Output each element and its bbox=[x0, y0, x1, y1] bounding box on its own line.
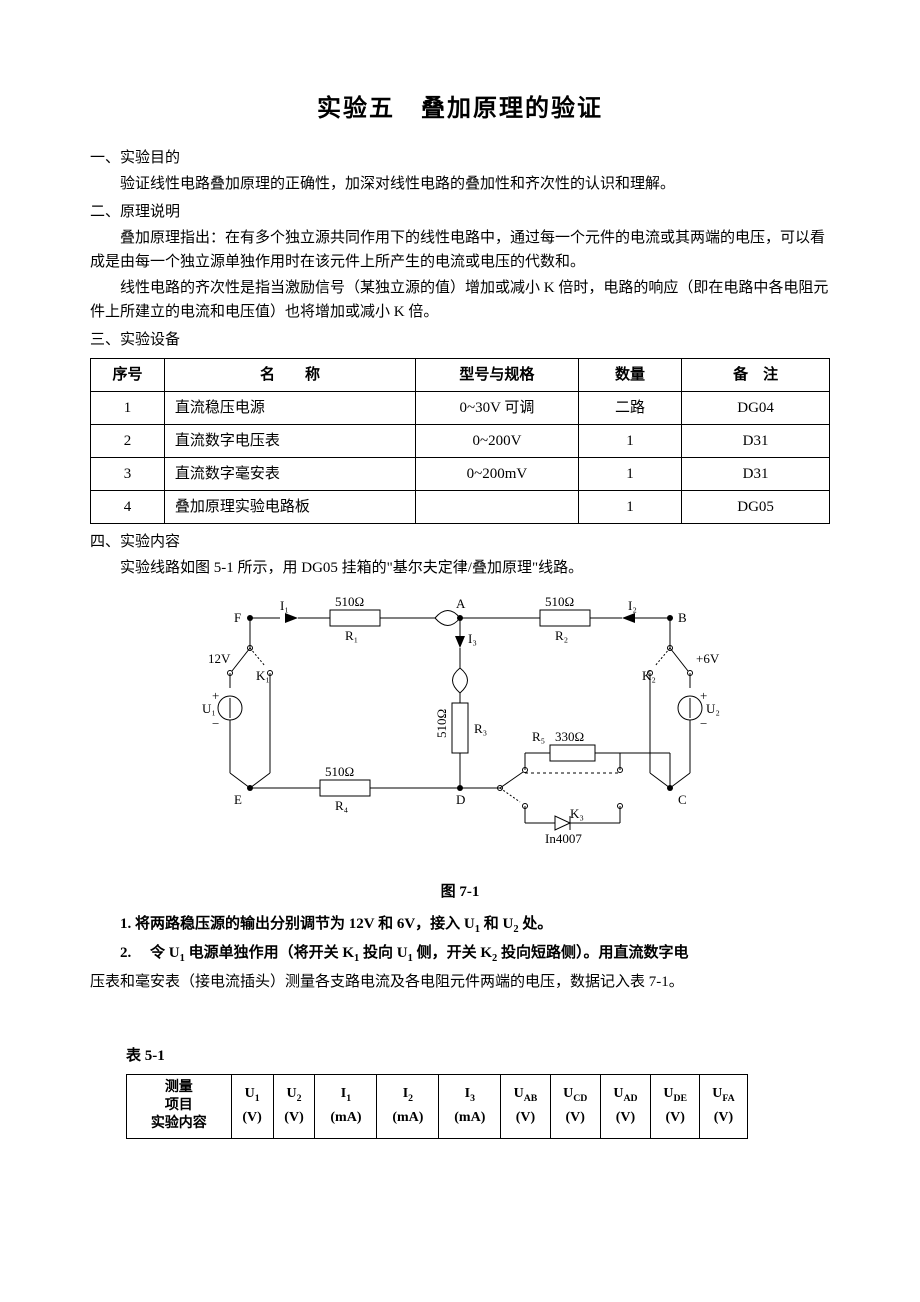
figure-caption: 图 7-1 bbox=[90, 880, 830, 904]
svg-text:U₁: U₁ bbox=[202, 701, 216, 716]
equip-cell: 叠加原理实验电路板 bbox=[164, 491, 415, 524]
s2a: 2. 令 U bbox=[120, 945, 180, 961]
equip-cell: 0~200mV bbox=[416, 458, 579, 491]
equip-cell: DG05 bbox=[682, 491, 830, 524]
step1-pre: 1. 将两路稳压源的输出分别调节为 12V 和 6V，接入 U bbox=[120, 916, 475, 932]
sec4-head: 四、实验内容 bbox=[90, 530, 830, 554]
s2b: 电源单独作用（将开关 K bbox=[185, 945, 354, 961]
equip-cell: 直流稳压电源 bbox=[164, 392, 415, 425]
sec1-p1: 验证线性电路叠加原理的正确性，加深对线性电路的叠加性和齐次性的认识和理解。 bbox=[90, 172, 830, 196]
meas-colhead: U2(V) bbox=[273, 1074, 315, 1138]
equip-header: 序号 bbox=[91, 359, 165, 392]
svg-text:330Ω: 330Ω bbox=[555, 729, 584, 744]
sec4-p1: 实验线路如图 5-1 所示，用 DG05 挂箱的"基尔夫定律/叠加原理"线路。 bbox=[90, 556, 830, 580]
equip-cell: 0~200V bbox=[416, 425, 579, 458]
svg-text:R₄: R₄ bbox=[335, 798, 349, 813]
equip-header: 名 称 bbox=[164, 359, 415, 392]
equip-cell: 1 bbox=[578, 491, 681, 524]
equip-cell: D31 bbox=[682, 458, 830, 491]
meas-rowhead: 测量项目实验内容 bbox=[127, 1074, 232, 1138]
equip-cell: 2 bbox=[91, 425, 165, 458]
measurement-table: 测量项目实验内容U1(V)U2(V)I1(mA)I2(mA)I3(mA)UAB(… bbox=[126, 1074, 748, 1139]
equipment-table: 序号名 称型号与规格数量备 注1直流稳压电源0~30V 可调二路DG042直流数… bbox=[90, 358, 830, 524]
meas-colhead: UDE(V) bbox=[651, 1074, 700, 1138]
sec2-head: 二、原理说明 bbox=[90, 200, 830, 224]
equip-cell: 直流数字电压表 bbox=[164, 425, 415, 458]
svg-text:510Ω: 510Ω bbox=[325, 764, 354, 779]
meas-colhead: UCD(V) bbox=[550, 1074, 600, 1138]
svg-text:R₃: R₃ bbox=[474, 721, 487, 736]
svg-text:C: C bbox=[678, 792, 687, 807]
equip-cell: 二路 bbox=[578, 392, 681, 425]
meas-colhead: UAD(V) bbox=[600, 1074, 650, 1138]
sec3-head: 三、实验设备 bbox=[90, 328, 830, 352]
equip-header: 型号与规格 bbox=[416, 359, 579, 392]
equip-cell: 4 bbox=[91, 491, 165, 524]
equip-cell: D31 bbox=[682, 425, 830, 458]
equip-cell: 直流数字毫安表 bbox=[164, 458, 415, 491]
meas-colhead: I2(mA) bbox=[377, 1074, 439, 1138]
sec2-p2: 线性电路的齐次性是指当激励信号（某独立源的值）增加或减小 K 倍时，电路的响应（… bbox=[90, 276, 830, 324]
equip-cell: 1 bbox=[578, 458, 681, 491]
svg-text:In4007: In4007 bbox=[545, 831, 582, 846]
svg-text:510Ω: 510Ω bbox=[434, 709, 449, 738]
svg-text:510Ω: 510Ω bbox=[545, 594, 574, 609]
equip-cell: 3 bbox=[91, 458, 165, 491]
meas-colhead: I3(mA) bbox=[439, 1074, 501, 1138]
svg-text:R₂: R₂ bbox=[555, 628, 568, 643]
step1-end: 处。 bbox=[519, 916, 553, 932]
svg-text:K₁: K₁ bbox=[256, 668, 270, 683]
equip-cell: 1 bbox=[91, 392, 165, 425]
step2-line1: 2. 令 U1 电源单独作用（将开关 K1 投向 U1 侧，开关 K2 投向短路… bbox=[90, 941, 830, 968]
svg-text:K₂: K₂ bbox=[642, 668, 656, 683]
meas-colhead: U1(V) bbox=[231, 1074, 273, 1138]
step1: 1. 将两路稳压源的输出分别调节为 12V 和 6V，接入 U1 和 U2 处。 bbox=[90, 912, 830, 939]
circuit-diagram: I₁510ΩR₁A510ΩR₂I₂BFK₁12V+U₁−EK₂+6V+U₂−CI… bbox=[90, 588, 830, 876]
s2e: 投向短路侧）。用直流数字电 bbox=[497, 945, 688, 961]
meas-colhead: I1(mA) bbox=[315, 1074, 377, 1138]
step1-mid: 和 U bbox=[480, 916, 513, 932]
step2-line2: 压表和毫安表（接电流插头）测量各支路电流及各电阻元件两端的电压，数据记入表 7-… bbox=[90, 970, 830, 994]
equip-cell: 0~30V 可调 bbox=[416, 392, 579, 425]
svg-text:U₂: U₂ bbox=[706, 701, 720, 716]
svg-text:E: E bbox=[234, 792, 242, 807]
equip-cell bbox=[416, 491, 579, 524]
svg-text:−: − bbox=[700, 716, 707, 731]
sec1-head: 一、实验目的 bbox=[90, 146, 830, 170]
svg-text:−: − bbox=[212, 716, 219, 731]
equip-header: 备 注 bbox=[682, 359, 830, 392]
svg-text:510Ω: 510Ω bbox=[335, 594, 364, 609]
meas-colhead: UAB(V) bbox=[501, 1074, 550, 1138]
svg-text:D: D bbox=[456, 792, 465, 807]
svg-text:I₂: I₂ bbox=[628, 598, 637, 613]
equip-cell: 1 bbox=[578, 425, 681, 458]
svg-text:I₃: I₃ bbox=[468, 631, 477, 646]
sec2-p1: 叠加原理指出：在有多个独立源共同作用下的线性电路中，通过每一个元件的电流或其两端… bbox=[90, 226, 830, 274]
svg-text:K₃: K₃ bbox=[570, 806, 584, 821]
svg-text:R₅: R₅ bbox=[532, 729, 545, 744]
meas-colhead: UFA(V) bbox=[700, 1074, 747, 1138]
svg-text:R₁: R₁ bbox=[345, 628, 358, 643]
svg-text:A: A bbox=[456, 596, 466, 611]
svg-text:B: B bbox=[678, 610, 687, 625]
s2c: 投向 U bbox=[359, 945, 407, 961]
svg-text:F: F bbox=[234, 610, 241, 625]
svg-text:I₁: I₁ bbox=[280, 598, 289, 613]
page-title: 实验五 叠加原理的验证 bbox=[90, 90, 830, 128]
svg-text:+6V: +6V bbox=[696, 651, 720, 666]
s2d: 侧，开关 K bbox=[413, 945, 492, 961]
table-caption: 表 5-1 bbox=[126, 1044, 830, 1068]
svg-text:12V: 12V bbox=[208, 651, 231, 666]
equip-cell: DG04 bbox=[682, 392, 830, 425]
equip-header: 数量 bbox=[578, 359, 681, 392]
